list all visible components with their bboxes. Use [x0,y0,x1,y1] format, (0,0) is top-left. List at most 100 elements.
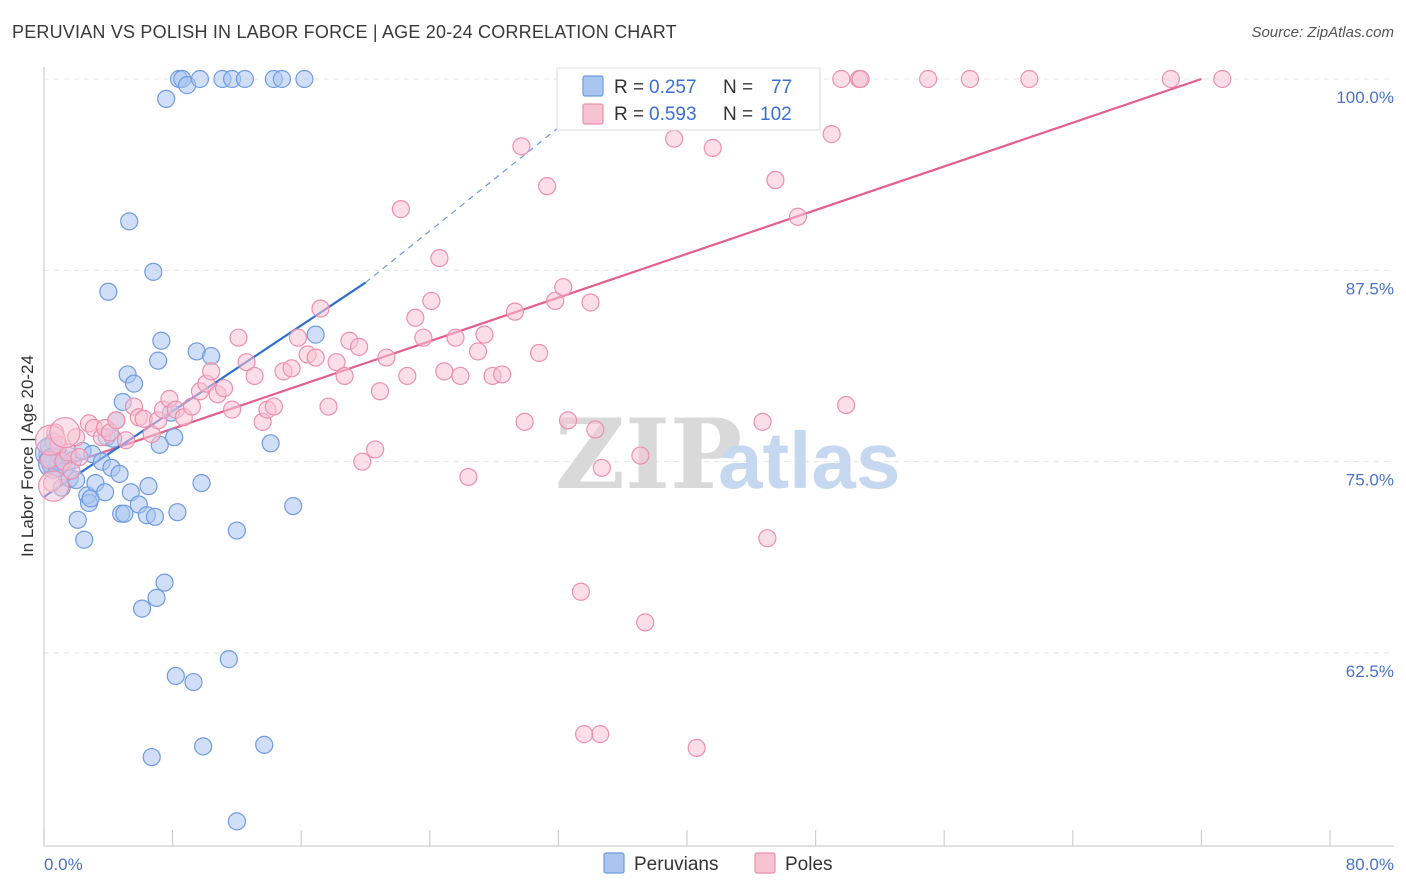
poles-point [586,420,605,439]
poles-point [665,129,684,148]
poles-point [571,582,591,601]
poles-point [229,328,248,347]
poles-point [311,299,330,318]
poles-point [459,467,478,487]
peruvians-point [144,262,163,281]
peruvians-point [75,530,94,549]
poles-point [758,529,777,548]
poles-point [406,308,425,327]
peruvians-point [120,212,139,231]
poles-point [475,325,494,344]
peruvians-point [194,737,213,756]
poles-point [1020,69,1039,89]
poles-point [116,431,136,450]
poles-point [237,353,256,372]
poles-point [391,200,410,219]
poles-point [377,348,396,367]
peruvians-point [124,374,144,393]
poles-point [581,293,600,312]
peruvians-point [272,69,292,89]
peruvians-point [255,735,274,754]
poles-point [851,69,870,89]
peruvians-point [166,666,185,686]
legend-r-value-poles: 0.593 [649,104,697,125]
legend-r-label-poles: R = [614,104,644,125]
poles-point [753,412,772,431]
x-ticks [43,830,1331,846]
poles-point [422,291,441,311]
legend-n-label-peruvians: N = [723,77,753,98]
poles-point [822,125,841,144]
chart-source: Source: ZipAtlas.com [1251,24,1394,41]
poles-point [222,400,242,419]
poles-point [327,353,346,372]
peruvians-point [202,346,221,366]
chart-title: PERUVIAN VS POLISH IN LABOR FORCE | AGE … [12,22,677,42]
y-tick-label: 75.0% [1346,471,1394,490]
poles-point-large [38,470,70,502]
y-tick-label: 100.0% [1336,88,1394,107]
peruvians-point [68,510,87,529]
peruvians-point [152,331,171,350]
peruvians-point [284,496,303,516]
legend-box: R = 0.257 N = 77 R = 0.593 N = 102 [556,67,821,131]
peruvians-point [110,464,129,484]
poles-point [335,366,354,386]
poles-point [264,397,283,416]
poles-point [107,411,126,430]
watermark: ZIP atlas [555,398,900,511]
legend-r-value-peruvians: 0.257 [649,77,697,98]
poles-point [182,397,201,416]
x-tick-label-min: 0.0% [44,855,83,874]
peruvians-point [142,747,161,767]
poles-point [554,278,573,297]
poles-point [766,170,785,190]
poles-point [591,725,610,744]
poles-point [282,359,301,378]
peruvians-point [139,477,158,496]
watermark-atlas: atlas [718,416,900,505]
peruvians-point [149,351,168,370]
poles-point [353,452,372,471]
series-peruvians [34,69,325,831]
bottom-legend-swatch-peruvians [603,852,625,874]
poles-point [214,379,234,398]
y-tick-labels: 62.5% 75.0% 87.5% 100.0% [1336,88,1394,681]
peruvians-point [261,434,280,453]
poles-point [288,328,308,347]
series-poles [34,69,1232,758]
poles-point [538,177,557,196]
peruvians-point [192,473,211,493]
legend-swatch-peruvians [582,75,604,97]
peruvians-point [306,325,325,344]
poles-point [512,137,531,156]
peruvians-point [227,521,246,540]
peruvians-point [235,69,255,89]
axes: 0.0% 80.0% In Labor Force | Age 20-24 [18,67,1394,874]
poles-point [493,365,512,384]
poles-point [530,343,549,363]
poles-point [960,69,980,89]
legend-swatch-poles [582,103,604,125]
peruvians-point [190,69,210,89]
poles-point [546,291,565,311]
poles-point [468,342,488,361]
poles-point [70,447,89,467]
poles-point [832,69,851,89]
poles-point [414,328,433,347]
poles-point [515,412,534,431]
poles-point [575,725,594,744]
x-tick-label-max: 80.0% [1346,855,1394,874]
peruvians-point [147,588,166,607]
poles-point [366,440,385,459]
poles-point [687,738,706,758]
y-tick-label: 62.5% [1346,662,1394,681]
legend-n-value-poles: 102 [760,104,792,125]
peruvians-point [168,503,187,522]
peruvians-point [157,89,176,108]
peruvians-point [99,282,118,301]
bottom-legend: Peruvians Poles [603,852,833,875]
y-axis-label: In Labor Force | Age 20-24 [18,355,37,557]
legend-n-value-peruvians: 77 [771,77,792,98]
